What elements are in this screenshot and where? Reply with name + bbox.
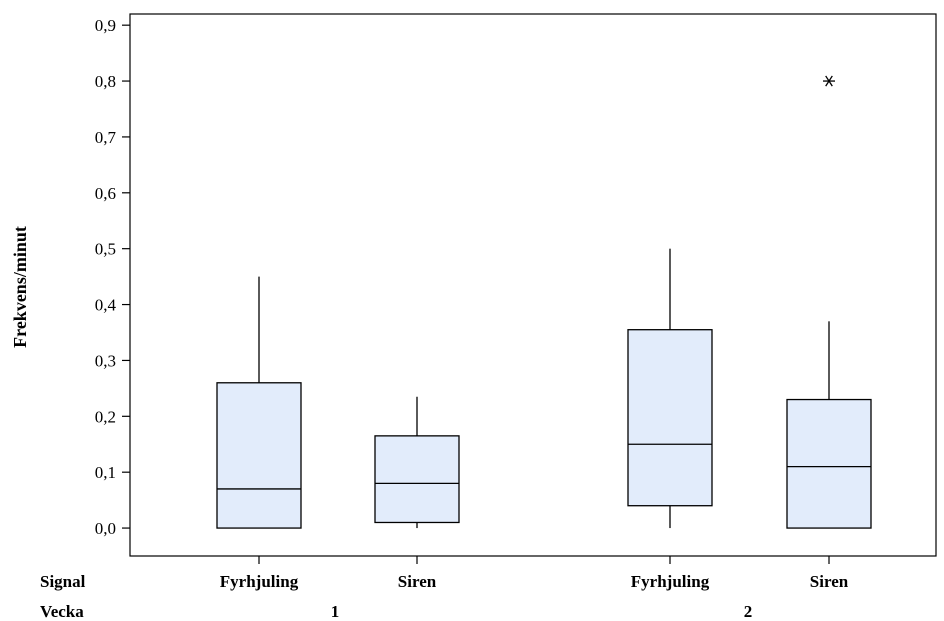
y-tick-label: 0,3 bbox=[95, 351, 116, 370]
plot-frame bbox=[129, 13, 937, 557]
y-tick-label: 0,4 bbox=[95, 296, 117, 315]
y-tick-label: 0,5 bbox=[95, 240, 116, 259]
x-labels: Fyrhjuling Siren Fyrhjuling Siren 1 2 bbox=[220, 556, 849, 621]
box bbox=[374, 435, 460, 524]
y-tick-label: 0,6 bbox=[95, 184, 116, 203]
box bbox=[786, 398, 872, 529]
y-axis: 0,0 0,1 0,2 0,3 0,4 0,5 0,6 0,7 0,8 0,9 bbox=[95, 16, 130, 538]
box bbox=[216, 382, 302, 529]
y-tick-label: 0,8 bbox=[95, 72, 116, 91]
signal-row-label: Signal bbox=[40, 572, 86, 591]
box-group bbox=[627, 248, 713, 529]
vecka-label: 1 bbox=[331, 602, 340, 621]
signal-label: Fyrhjuling bbox=[220, 572, 299, 591]
y-axis-title: Frekvens/minut bbox=[10, 226, 30, 348]
y-tick-label: 0,0 bbox=[95, 519, 116, 538]
vecka-row-label: Vecka bbox=[40, 602, 84, 621]
signal-label: Siren bbox=[810, 572, 849, 591]
outlier-stroke bbox=[825, 75, 833, 87]
y-tick-label: 0,7 bbox=[95, 128, 117, 147]
signal-label: Fyrhjuling bbox=[631, 572, 710, 591]
outlier-marker bbox=[823, 75, 835, 87]
boxes bbox=[216, 75, 872, 529]
box-group bbox=[374, 396, 460, 529]
box-group bbox=[216, 276, 302, 529]
box-group bbox=[786, 75, 872, 529]
y-tick-label: 0,2 bbox=[95, 407, 116, 426]
signal-label: Siren bbox=[398, 572, 437, 591]
vecka-label: 2 bbox=[744, 602, 753, 621]
box bbox=[627, 329, 713, 507]
y-tick-label: 0,1 bbox=[95, 463, 116, 482]
y-tick-label: 0,9 bbox=[95, 16, 116, 35]
